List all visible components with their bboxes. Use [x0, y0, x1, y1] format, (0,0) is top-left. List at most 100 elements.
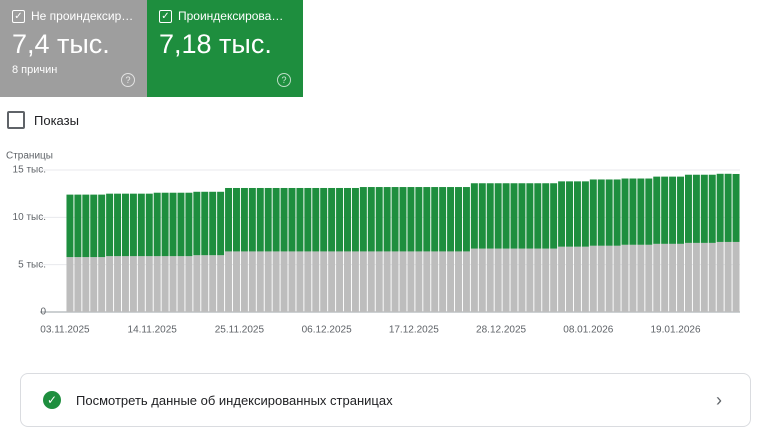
x-tick-label: 08.01.2026 [563, 325, 613, 336]
card-label: Проиндексирова… [178, 9, 284, 23]
bar-segment [312, 187, 320, 252]
bar-segment [645, 244, 653, 312]
bar-segment [240, 187, 248, 252]
x-tick-label: 06.12.2025 [302, 325, 352, 336]
bar-segment [209, 255, 217, 312]
bar-segment [558, 246, 566, 312]
bar-segment [145, 256, 153, 312]
view-indexed-link[interactable]: ✓ Посмотреть данные об индексированных с… [20, 373, 751, 427]
bar-segment [494, 183, 502, 249]
bar-segment [684, 242, 692, 312]
bar-segment [225, 251, 233, 312]
bar-segment [470, 183, 478, 249]
bar-segment [169, 256, 177, 312]
bar-segment [185, 256, 193, 312]
card-label: Не проиндексир… [31, 9, 134, 23]
bar-segment [494, 248, 502, 312]
bar-segment [613, 179, 621, 246]
bar-segment [383, 187, 391, 252]
card-value: 7,18 тыс. [159, 29, 272, 59]
bar-segment [542, 248, 550, 312]
bar-segment [470, 248, 478, 312]
help-icon[interactable]: ? [121, 73, 135, 87]
bar-segment [66, 257, 74, 312]
checkbox[interactable]: ✓ [12, 9, 25, 23]
bar-segment [573, 246, 581, 312]
bar-segment [629, 178, 637, 245]
checkbox[interactable] [7, 111, 25, 129]
bar-segment [439, 251, 447, 312]
bar-segment [407, 251, 415, 312]
x-tick-label: 28.12.2025 [476, 325, 526, 336]
bar-segment [661, 176, 669, 244]
card-value: 7,4 тыс. [12, 29, 110, 59]
bar-segment [351, 251, 359, 312]
bar-segment [336, 187, 344, 252]
indexed-card[interactable]: ✓ Проиндексирова… 7,18 тыс. ? [147, 0, 303, 97]
help-icon[interactable]: ? [277, 73, 291, 87]
bar-segment [145, 193, 153, 257]
bar-segment [724, 241, 732, 312]
bar-segment [90, 257, 98, 312]
bar-segment [288, 251, 296, 312]
x-tick-label: 17.12.2025 [389, 325, 439, 336]
bar-segment [724, 173, 732, 242]
link-label: Посмотреть данные об индексированных стр… [76, 392, 393, 408]
bar-segment [566, 246, 574, 312]
x-tick-label: 03.11.2025 [40, 325, 90, 336]
y-tick-label: 0 [40, 307, 46, 318]
bar-segment [558, 181, 566, 247]
bar-segment [106, 256, 114, 312]
bar-segment [74, 194, 82, 258]
bar-segment [296, 187, 304, 252]
bar-segment [542, 183, 550, 249]
bar-segment [621, 244, 629, 312]
bar-segment [312, 251, 320, 312]
checkbox[interactable]: ✓ [159, 9, 172, 23]
bar-segment [455, 187, 462, 252]
card-note: 8 причин [12, 64, 58, 76]
bar-segment [304, 251, 312, 312]
bar-segment [351, 187, 359, 252]
bar-segment [692, 174, 700, 243]
bar-segment [431, 251, 439, 312]
bar-segment [708, 242, 716, 312]
bar-segment [161, 256, 169, 312]
bar-segment [510, 248, 518, 312]
bar-segment [375, 251, 383, 312]
bar-segment [669, 176, 677, 244]
bar-segment [336, 251, 344, 312]
bar-segment [232, 251, 240, 312]
bar-segment [518, 183, 526, 249]
impressions-toggle[interactable]: Показы [7, 111, 79, 129]
bar-segment [716, 241, 724, 312]
bar-segment [423, 251, 431, 312]
bar-segment [153, 192, 161, 257]
bar-segment [526, 183, 534, 249]
not-indexed-card[interactable]: ✓ Не проиндексир… 7,4 тыс. 8 причин ? [0, 0, 147, 97]
bar-segment [137, 256, 145, 312]
bar-segment [367, 187, 375, 252]
bar-segment [447, 187, 455, 252]
bar-segment [98, 194, 106, 258]
bar-segment [708, 174, 716, 243]
bar-segment [478, 248, 486, 312]
bar-segment [677, 176, 685, 244]
bar-segment [383, 251, 391, 312]
bar-segment [700, 174, 708, 243]
bar-segment [621, 178, 629, 245]
bar-segment [423, 187, 431, 252]
bar-segment [264, 251, 272, 312]
bar-segment [82, 257, 90, 312]
x-tick-label: 14.11.2025 [128, 325, 178, 336]
bar-segment [264, 187, 272, 252]
bar-segment [407, 187, 415, 252]
bar-segment [367, 251, 375, 312]
bar-segment [502, 183, 510, 249]
bar-segment [359, 251, 367, 312]
y-tick-label: 15 тыс. [13, 165, 46, 176]
bar-segment [193, 255, 201, 312]
bar-segment [653, 243, 661, 312]
bar-segment [732, 241, 740, 312]
